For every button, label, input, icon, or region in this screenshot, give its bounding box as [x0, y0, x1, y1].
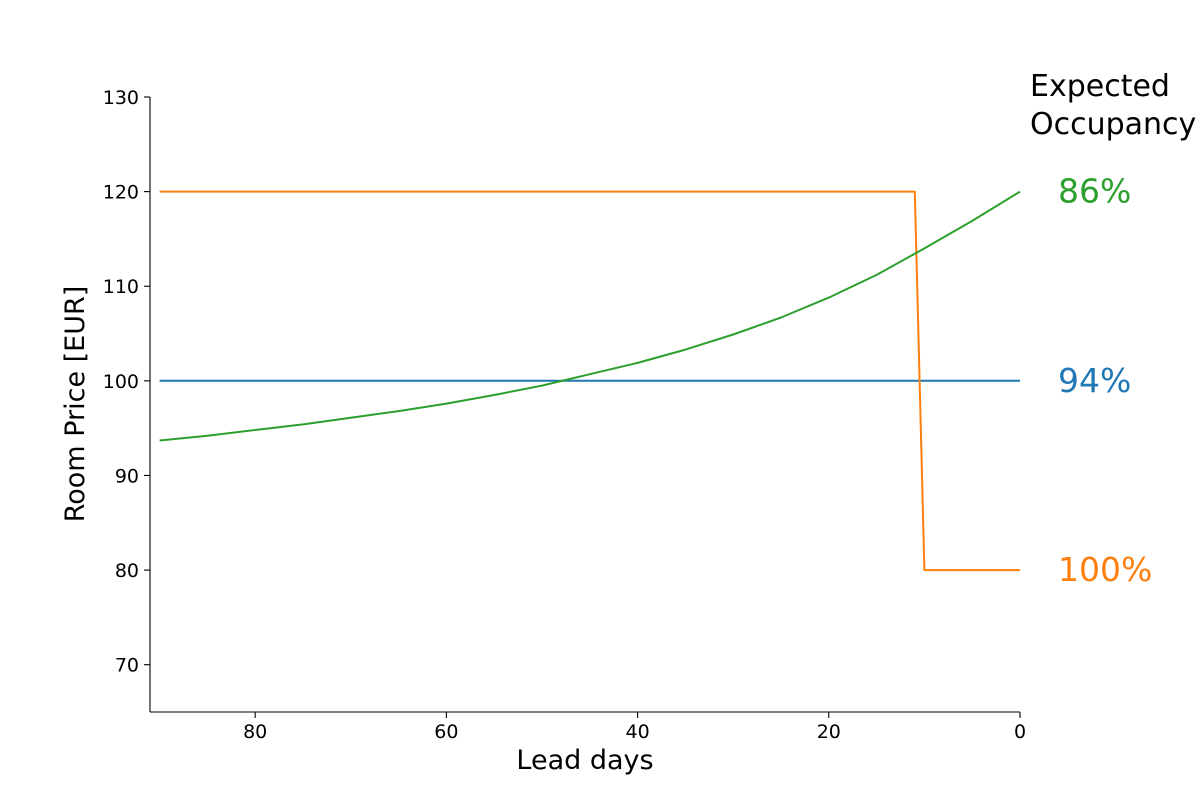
y-axis-title: Room Price [EUR] — [60, 286, 91, 523]
series-end-label: 100% — [1058, 550, 1152, 589]
y-tick-label: 120 — [103, 182, 139, 204]
series-end-label: 86% — [1058, 172, 1131, 211]
y-tick-label: 70 — [115, 655, 139, 677]
x-tick-label: 20 — [817, 721, 841, 743]
y-tick-label: 80 — [115, 560, 139, 582]
y-tick-label: 110 — [103, 276, 139, 298]
y-tick-label: 130 — [103, 87, 139, 109]
x-tick-label: 60 — [434, 721, 458, 743]
series-line — [159, 190, 1020, 572]
x-tick-label: 40 — [625, 721, 649, 743]
x-axis-title: Lead days — [516, 745, 653, 776]
y-tick-label: 100 — [103, 371, 139, 393]
series-end-label: 94% — [1058, 361, 1131, 400]
axes: 70 80 90 100 110 120 130 80 60 40 20 0 — [103, 87, 1026, 743]
series-end-labels: 94% 100% 86% — [1058, 172, 1152, 589]
x-tick-label: 80 — [243, 721, 267, 743]
legend-title-line-2: Occupancy — [1030, 107, 1196, 142]
x-tick-label: 0 — [1014, 721, 1026, 743]
legend-title-line-1: Expected — [1030, 69, 1170, 104]
series-line — [159, 190, 1021, 442]
plot-area — [159, 190, 1021, 572]
y-tick-label: 90 — [115, 465, 139, 487]
